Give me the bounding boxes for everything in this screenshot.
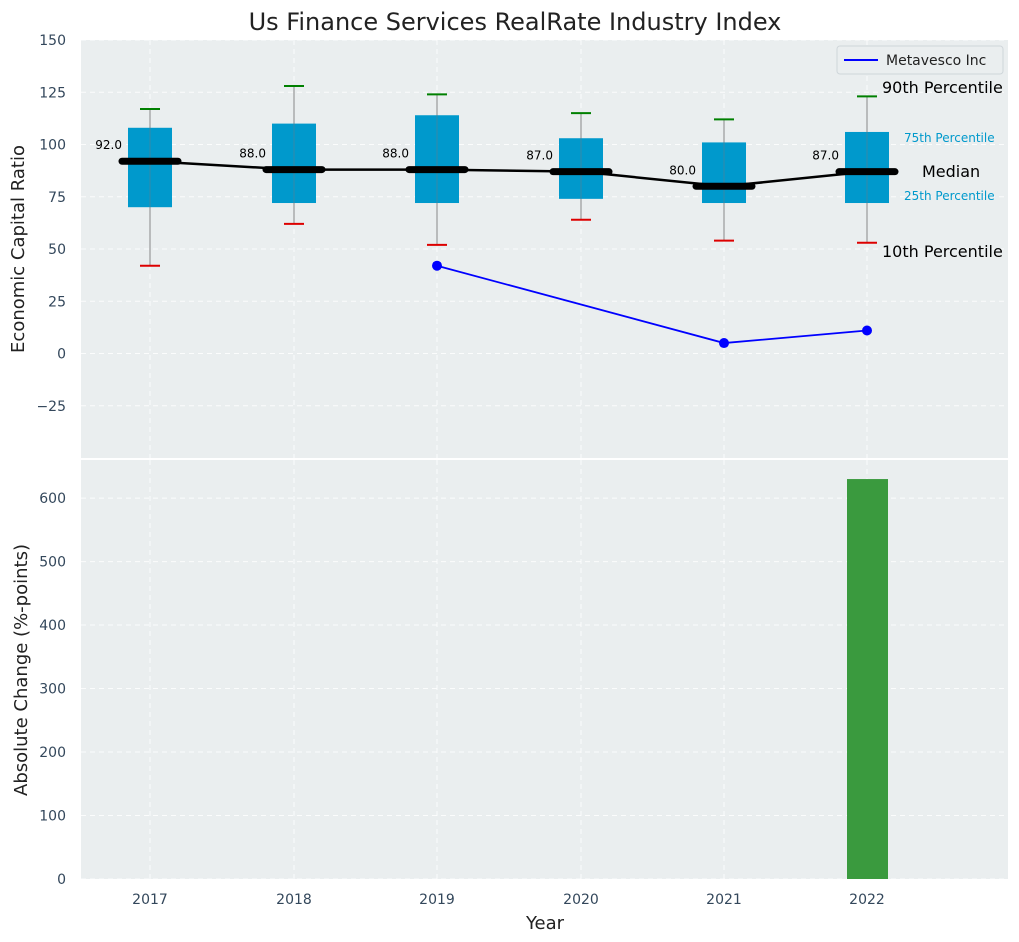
- series-point-2019: [432, 260, 442, 271]
- top-gridlines: [81, 39, 1008, 458]
- top-y-tick-label: −25: [36, 399, 66, 415]
- x-tick-label-2017: 2017: [132, 892, 168, 908]
- percentile-annotations: 90th Percentile 75th Percentile Median 2…: [882, 78, 1003, 261]
- box-2021: 80.0: [669, 118, 746, 242]
- series-point-2022: [862, 325, 872, 336]
- x-tick-label-2019: 2019: [419, 892, 455, 908]
- x-tick-label-2020: 2020: [563, 892, 599, 908]
- median-label-2017: 92.0: [95, 138, 122, 152]
- x-tick-label-2021: 2021: [706, 892, 742, 908]
- median-trend-group: [118, 157, 899, 190]
- chart-title: Us Finance Services RealRate Industry In…: [249, 8, 782, 36]
- box-2017: 92.0: [95, 107, 172, 267]
- median-label-2020: 87.0: [526, 149, 553, 163]
- bottom-y-tick-labels: 0 100 200 300 400 500 600: [39, 491, 66, 888]
- bottom-y-tick-label: 600: [39, 491, 66, 507]
- p25-annotation: 25th Percentile: [904, 189, 995, 203]
- bottom-y-tick-label: 300: [39, 682, 66, 698]
- top-y-tick-label: 100: [39, 138, 66, 154]
- bottom-y-tick-label: 400: [39, 618, 66, 634]
- box-2022: 87.0: [812, 95, 889, 244]
- top-y-tick-label: 150: [39, 33, 66, 49]
- x-axis-title: Year: [525, 913, 565, 934]
- bottom-gridlines: [81, 460, 1008, 880]
- median-label-2022: 87.0: [812, 149, 839, 163]
- legend-frame: [836, 45, 1004, 75]
- top-y-tick-labels: −25 0 25 50 75 100 125 150: [36, 33, 66, 415]
- top-y-tick-label: 125: [39, 85, 66, 101]
- top-y-tick-label: 0: [57, 347, 66, 363]
- bottom-y-axis-title: Absolute Change (%-points): [11, 544, 32, 796]
- metavesco-series-group: [432, 260, 872, 349]
- p75-annotation: 75th Percentile: [904, 131, 995, 145]
- top-y-axis-title: Economic Capital Ratio: [8, 145, 29, 353]
- bottom-y-tick-label: 100: [39, 809, 66, 825]
- bottom-y-tick-label: 0: [57, 872, 66, 888]
- p10-annotation: 10th Percentile: [882, 242, 1003, 261]
- median-label-2019: 88.0: [382, 147, 409, 161]
- bottom-y-tick-label: 500: [39, 555, 66, 571]
- top-y-tick-label: 25: [48, 294, 66, 310]
- p90-annotation: 90th Percentile: [882, 78, 1003, 97]
- x-tick-labels: 2017 2018 2019 2020 2021 2022: [132, 892, 885, 908]
- bottom-y-tick-label: 200: [39, 745, 66, 761]
- median-label-2018: 88.0: [239, 147, 266, 161]
- box-2018: 88.0: [239, 84, 316, 225]
- series-point-2021: [719, 338, 729, 349]
- legend: Metavesco Inc: [836, 45, 1004, 75]
- change-bar-2022: [847, 479, 888, 879]
- median-annotation: Median: [922, 162, 980, 181]
- top-y-tick-label: 50: [48, 242, 66, 258]
- x-tick-label-2018: 2018: [276, 892, 312, 908]
- median-label-2021: 80.0: [669, 163, 696, 177]
- x-tick-label-2022: 2022: [849, 892, 885, 908]
- change-bars-group: [847, 479, 888, 879]
- top-y-tick-label: 75: [48, 190, 66, 206]
- legend-entry-metavesco: Metavesco Inc: [886, 53, 986, 69]
